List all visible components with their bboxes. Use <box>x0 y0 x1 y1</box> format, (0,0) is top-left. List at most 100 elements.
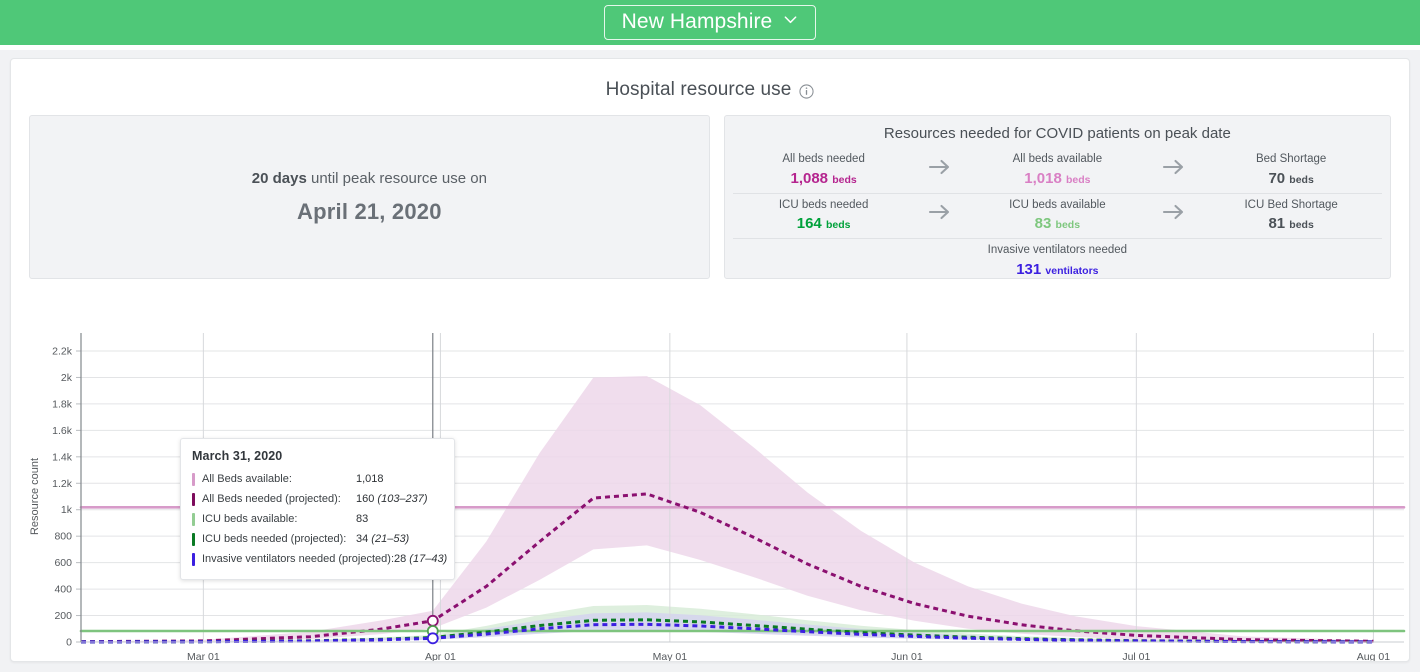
icu-bed-shortage-value: 81 <box>1268 215 1286 233</box>
tooltip-series-name: ICU beds available: <box>202 513 298 525</box>
chart-series-line <box>80 492 1374 644</box>
y-axis-tick-label: 1.8k <box>52 398 73 410</box>
tooltip-series-name: All Beds available: <box>202 473 292 485</box>
x-axis-tick-label: May 01 <box>653 651 688 661</box>
tooltip-series-value: 160 (103–237) <box>356 493 428 505</box>
tooltip-series-value: 34 (21–53) <box>356 533 410 545</box>
icu-beds-needed-unit: beds <box>825 219 851 232</box>
y-axis-tick-label: 600 <box>54 557 72 569</box>
info-icon[interactable] <box>799 83 814 99</box>
tooltip-series-swatch <box>192 512 195 526</box>
tooltip-series-swatch <box>192 552 195 566</box>
chart-hover-marker <box>426 614 439 627</box>
page-title-text: Hospital resource use <box>605 79 792 100</box>
arrow-right-icon <box>914 202 966 227</box>
icu-bed-shortage-value-group: 81 beds <box>1200 215 1382 232</box>
all-beds-needed-unit: beds <box>832 173 857 186</box>
icu-beds-available-unit: beds <box>1055 219 1081 232</box>
icu-bed-shortage-cell: ICU Bed Shortage 81 beds <box>1200 198 1382 233</box>
y-axis-tick-label: 1.4k <box>52 451 73 463</box>
resources-panel-heading: Resources needed for COVID patients on p… <box>883 125 1231 142</box>
y-axis-tick-label: 2k <box>61 372 73 384</box>
all-beds-needed-cell: All beds needed 1,088 beds <box>733 152 915 187</box>
x-axis-tick-label: Jun 01 <box>891 651 923 661</box>
tooltip-series-value: 83 <box>356 513 369 525</box>
tooltip-series-name: Invasive ventilators needed (projected): <box>202 553 394 565</box>
chart-confidence-band <box>81 376 1374 642</box>
resource-row-ventilators: Invasive ventilators needed 131 ventilat… <box>732 238 1382 278</box>
icu-bed-shortage-label: ICU Bed Shortage <box>1244 198 1338 211</box>
x-axis-tick-label: Aug 01 <box>1357 651 1390 661</box>
chart-tooltip: March 31, 2020 All Beds available: 1,018 A… <box>180 438 455 580</box>
tooltip-series-name: All Beds needed (projected): <box>202 493 341 505</box>
peak-date-panel: 20 days until peak resource use on April… <box>29 115 710 279</box>
peak-date-value: April 21, 2020 <box>297 198 442 224</box>
tooltip-series-swatch <box>192 532 195 546</box>
icu-beds-available-value-group: 83 beds <box>966 215 1148 232</box>
all-beds-available-label: All beds available <box>1012 153 1103 165</box>
all-beds-available-unit: beds <box>1065 173 1091 186</box>
chart-hover-marker <box>426 632 439 645</box>
x-axis-tick-label: Apr 01 <box>425 651 456 661</box>
tooltip-row: All Beds available: 1,018 <box>192 469 442 489</box>
tooltip-series-swatch <box>192 472 195 486</box>
resource-row-icu-beds: ICU beds needed 164 beds ICU beds availa… <box>732 192 1382 239</box>
all-beds-available-cell: All beds available 1,018 beds <box>966 152 1148 187</box>
y-axis-tick-label: 1.2k <box>52 478 73 490</box>
y-axis-tick-label: 2.2k <box>52 346 73 358</box>
icu-bed-shortage-unit: beds <box>1289 219 1314 232</box>
icu-beds-needed-label: ICU beds needed <box>778 198 869 211</box>
ventilators-needed-value-group: 131 ventilators <box>733 261 1382 278</box>
tooltip-row: ICU beds available: 83 <box>192 509 442 529</box>
icu-beds-needed-value-group: 164 beds <box>733 215 915 232</box>
ventilators-needed-unit: ventilators <box>1045 264 1099 277</box>
tooltip-series-name: ICU beds needed (projected): <box>202 533 347 545</box>
y-axis-tick-label: 1.6k <box>52 425 73 437</box>
icu-beds-available-value: 83 <box>1034 215 1052 233</box>
arrow-right-icon <box>1148 202 1200 227</box>
all-beds-needed-label: All beds needed <box>782 153 865 165</box>
y-axis-title: Resource count <box>29 458 41 535</box>
ventilators-needed-label: Invasive ventilators needed <box>987 244 1128 257</box>
tooltip-series-value: 28 (17–43) <box>394 553 448 565</box>
bed-shortage-unit: beds <box>1289 173 1314 186</box>
top-green-bar: New Hampshire <box>0 0 1420 45</box>
y-axis-tick-label: 800 <box>54 531 72 543</box>
icu-beds-available-cell: ICU beds available 83 beds <box>966 198 1148 233</box>
chart-series-line <box>80 622 1374 644</box>
icu-beds-needed-value: 164 <box>796 215 822 233</box>
tooltip-rows: All Beds available: 1,018 All Beds needed … <box>192 469 447 569</box>
peak-countdown-line: 20 days until peak resource use on <box>252 170 487 187</box>
tooltip-row: ICU beds needed (projected): 34 (21–53) <box>192 529 442 549</box>
y-axis-tick-label: 400 <box>54 584 72 596</box>
hospital-resource-card: Hospital resource use 20 days until peak… <box>10 58 1410 662</box>
state-selector[interactable]: New Hampshire <box>603 5 817 40</box>
all-beds-needed-value-group: 1,088 beds <box>733 170 915 187</box>
resources-panel: Resources needed for COVID patients on p… <box>723 115 1391 279</box>
topbar-underline <box>0 45 1420 50</box>
resource-row-all-beds: All beds needed 1,088 beds All beds avai… <box>733 148 1382 193</box>
tooltip-series-swatch <box>192 492 195 506</box>
peak-days-value: 20 days <box>251 169 307 187</box>
tooltip-series-value: 1,018 <box>356 473 384 485</box>
x-axis-tick-label: Mar 01 <box>187 651 220 661</box>
bed-shortage-label: Bed Shortage <box>1255 153 1327 165</box>
summary-panels: 20 days until peak resource use on April… <box>11 101 1409 279</box>
page-title: Hospital resource use <box>11 59 1409 101</box>
all-beds-available-value-group: 1,018 beds <box>966 170 1148 187</box>
tooltip-date: March 31, 2020 <box>192 449 283 463</box>
state-selector-label: New Hampshire <box>621 10 773 33</box>
bed-shortage-value: 70 <box>1268 169 1286 187</box>
y-axis-tick-label: 200 <box>54 610 72 622</box>
y-axis-tick-label: 0 <box>66 637 72 649</box>
bed-shortage-value-group: 70 beds <box>1200 170 1382 187</box>
tooltip-row: Invasive ventilators needed (projected):… <box>192 549 447 569</box>
resource-chart-svg[interactable]: 0 200 400 600 800 1k 1.2k 1.4k 1.6k 1.8k 2k 2.2k Mar… <box>11 287 1411 661</box>
resource-chart[interactable]: 0 200 400 600 800 1k 1.2k 1.4k 1.6k 1.8k 2k 2.2k Mar… <box>11 287 1411 661</box>
ventilators-needed-value: 131 <box>1016 260 1042 278</box>
arrow-right-icon <box>1148 157 1200 182</box>
chart-confidence-band <box>81 612 1374 642</box>
icu-beds-available-label: ICU beds available <box>1009 198 1106 211</box>
icu-beds-needed-cell: ICU beds needed 164 beds <box>733 198 915 233</box>
arrow-right-icon <box>914 157 966 182</box>
